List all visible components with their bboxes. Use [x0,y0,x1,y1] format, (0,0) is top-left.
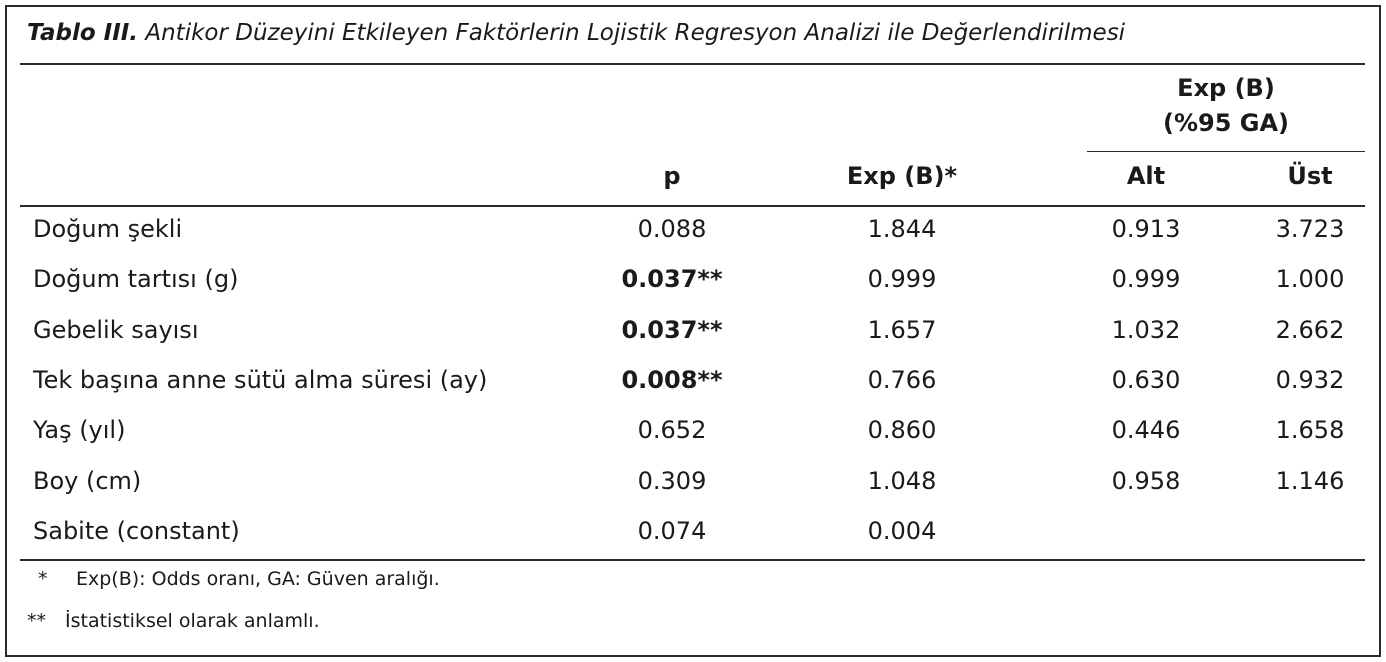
header-exp-b: Exp (B)* [846,162,958,190]
cell-p: 0.037** [621,265,723,293]
cell-exp-b: 0.004 [867,517,937,545]
cell-p: 0.088 [637,215,707,243]
cell-exp-b: 0.860 [867,416,937,444]
bottom-rule [20,559,1365,561]
cell-exp-b: 1.844 [867,215,937,243]
cell-p: 0.309 [637,467,707,495]
cell-alt: 0.630 [1111,366,1181,394]
cell-ust: 0.932 [1275,366,1345,394]
cell-exp-b: 0.999 [867,265,937,293]
table-title-text: Antikor Düzeyini Etkileyen Faktörlerin L… [145,20,1126,46]
row-label: Doğum şekli [33,215,183,243]
header-p: p [663,162,681,190]
header-rule [20,205,1365,207]
row-label: Gebelik sayısı [33,316,199,344]
cell-p: 0.037** [621,316,723,344]
cell-ust: 1.000 [1275,265,1345,293]
footnote-2-mark: ** [27,610,46,632]
cell-ust: 3.723 [1275,215,1345,243]
cell-ust: 1.146 [1275,467,1345,495]
cell-ust: 2.662 [1275,316,1345,344]
exp-b-group-header-line1: Exp (B) [1177,74,1275,102]
cell-alt: 0.958 [1111,467,1181,495]
cell-alt: 0.913 [1111,215,1181,243]
row-label: Sabite (constant) [33,517,240,545]
row-label: Doğum tartısı (g) [33,265,239,293]
header-ust: Üst [1287,162,1333,190]
group-subrule [1087,151,1365,152]
footnote-1-mark: * [38,568,48,590]
row-label: Yaş (yıl) [33,416,126,444]
cell-alt: 1.032 [1111,316,1181,344]
row-label: Boy (cm) [33,467,142,495]
cell-exp-b: 1.657 [867,316,937,344]
cell-p: 0.008** [621,366,723,394]
table-title: Tablo III. Antikor Düzeyini Etkileyen Fa… [27,20,1125,46]
top-rule [20,63,1365,65]
cell-alt: 0.446 [1111,416,1181,444]
exp-b-group-header-line2: (%95 GA) [1162,109,1289,137]
footnote-1: * Exp(B): Odds oranı, GA: Güven aralığı. [38,568,440,590]
cell-exp-b: 0.766 [867,366,937,394]
cell-p: 0.074 [637,517,707,545]
table-title-prefix: Tablo III. [27,20,139,46]
row-label: Tek başına anne sütü alma süresi (ay) [33,366,488,394]
footnote-1-text: Exp(B): Odds oranı, GA: Güven aralığı. [76,568,440,590]
footnote-2-text: İstatistiksel olarak anlamlı. [65,610,320,632]
cell-p: 0.652 [637,416,707,444]
header-alt: Alt [1126,162,1166,190]
footnote-2: ** İstatistiksel olarak anlamlı. [27,610,320,632]
cell-alt: 0.999 [1111,265,1181,293]
cell-ust: 1.658 [1275,416,1345,444]
cell-exp-b: 1.048 [867,467,937,495]
table-frame [5,5,1381,657]
